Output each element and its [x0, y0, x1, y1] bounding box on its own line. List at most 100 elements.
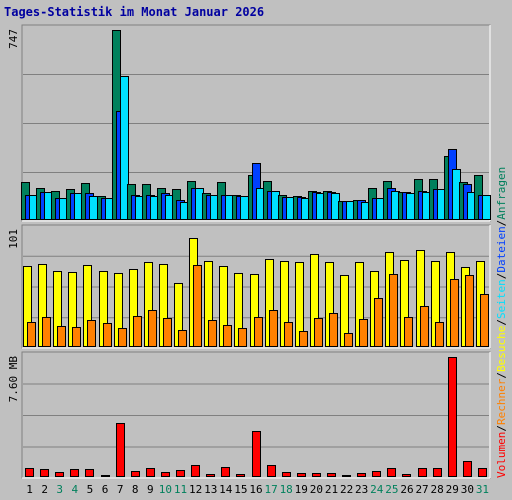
bar-seiten-day-31	[482, 195, 491, 220]
bar-volumen-day-12	[191, 465, 200, 477]
bar-rechner-day-28	[435, 322, 444, 347]
bar-volumen-day-17	[267, 465, 276, 477]
bar-rechner-day-11	[178, 330, 187, 347]
chart-title: Tages-Statistik im Monat Januar 2026	[4, 5, 264, 19]
day-label-19: 19	[295, 483, 308, 496]
legend-separator: /	[495, 319, 508, 326]
bar-seiten-day-5	[89, 196, 98, 220]
legend: Volumen/Rechner/Besuche/Seiten/Dateien/A…	[495, 167, 508, 478]
bar-volumen-day-3	[55, 472, 64, 477]
bar-rechner-day-18	[284, 322, 293, 347]
legend-separator: /	[495, 220, 508, 227]
bar-rechner-day-13	[208, 320, 217, 347]
bar-volumen-day-21	[327, 473, 336, 477]
bar-rechner-day-27	[420, 306, 429, 347]
bar-volumen-day-6	[101, 475, 110, 477]
bar-volumen-day-25	[387, 468, 396, 477]
day-label-10: 10	[159, 483, 172, 496]
legend-item-dateien: Dateien	[495, 226, 508, 272]
bar-rechner-day-2	[42, 317, 51, 347]
besuche-panel: 101	[7, 224, 491, 349]
day-label-29: 29	[446, 483, 459, 496]
day-label-16: 16	[249, 483, 262, 496]
legend-separator: /	[495, 425, 508, 432]
bar-rechner-day-5	[87, 320, 96, 347]
bar-rechner-day-25	[389, 274, 398, 347]
day-label-25: 25	[385, 483, 398, 496]
day-label-14: 14	[219, 483, 233, 496]
day-label-24: 24	[370, 483, 384, 496]
axis-max-label: 7.60 MB	[7, 356, 20, 403]
bar-volumen-day-16	[252, 431, 261, 477]
volumen-panel: 7.60 MB	[7, 351, 491, 479]
bar-rechner-day-23	[359, 319, 368, 347]
bar-volumen-day-23	[357, 473, 366, 477]
legend-separator: /	[495, 273, 508, 280]
axis-max-label: 101	[7, 229, 20, 249]
day-label-31: 31	[476, 483, 489, 496]
day-label-11: 11	[174, 483, 187, 496]
legend-item-volumen: Volumen	[495, 432, 508, 478]
legend-item-besuche: Besuche	[495, 326, 508, 372]
bar-rechner-day-15	[238, 328, 247, 347]
bar-rechner-day-30	[465, 275, 474, 347]
day-label-26: 26	[400, 483, 413, 496]
bar-volumen-day-1	[25, 468, 34, 477]
bar-rechner-day-1	[27, 322, 36, 347]
day-label-21: 21	[325, 483, 338, 496]
bar-volumen-day-29	[448, 357, 457, 477]
day-label-15: 15	[234, 483, 247, 496]
legend-separator: /	[495, 372, 508, 379]
legend-text: Volumen/Rechner/Besuche/Seiten/Dateien/A…	[495, 167, 508, 478]
bar-rechner-day-6	[103, 323, 112, 347]
bar-rechner-day-12	[193, 265, 202, 347]
day-label-28: 28	[431, 483, 444, 496]
bar-volumen-day-9	[146, 468, 155, 477]
bar-rechner-day-21	[329, 313, 338, 347]
bar-rechner-day-4	[72, 327, 81, 347]
anfragen-panel: 747	[7, 24, 491, 222]
day-label-27: 27	[415, 483, 428, 496]
bar-volumen-day-27	[418, 468, 427, 477]
day-label-9: 9	[147, 483, 154, 496]
bar-volumen-day-2	[40, 469, 49, 477]
day-label-17: 17	[264, 483, 277, 496]
day-label-2: 2	[41, 483, 48, 496]
day-label-18: 18	[280, 483, 293, 496]
bar-rechner-day-22	[344, 333, 353, 347]
bar-rechner-day-9	[148, 310, 157, 347]
bar-volumen-day-28	[433, 468, 442, 477]
day-labels: 1 2 3 4 5 6 7 8 9 10 11 12 13 14 15 16 17 18 19 20 21 22 23 24 2…	[26, 483, 489, 496]
bar-rechner-day-14	[223, 325, 232, 347]
day-label-6: 6	[102, 483, 109, 496]
bar-volumen-day-14	[221, 467, 230, 477]
day-label-20: 20	[310, 483, 323, 496]
day-label-1: 1	[26, 483, 33, 496]
day-label-7: 7	[117, 483, 124, 496]
bar-volumen-day-10	[161, 472, 170, 477]
bar-volumen-day-4	[70, 469, 79, 477]
bar-volumen-day-31	[478, 468, 487, 477]
bar-volumen-day-20	[312, 473, 321, 477]
bar-rechner-day-31	[480, 294, 489, 347]
bar-volumen-day-15	[236, 474, 245, 477]
day-label-3: 3	[56, 483, 63, 496]
bar-seiten-day-26	[406, 193, 415, 220]
legend-item-anfragen: Anfragen	[495, 167, 508, 220]
day-label-13: 13	[204, 483, 217, 496]
bar-rechner-day-7	[118, 328, 127, 347]
bar-volumen-day-22	[342, 475, 351, 477]
bar-rechner-day-20	[314, 318, 323, 347]
bar-rechner-day-16	[254, 317, 263, 347]
bar-volumen-day-30	[463, 461, 472, 477]
bar-rechner-day-3	[57, 326, 66, 347]
bar-volumen-day-26	[402, 474, 411, 477]
legend-item-seiten: Seiten	[495, 279, 508, 319]
axis-max-label: 747	[7, 29, 20, 49]
bar-rechner-day-10	[163, 318, 172, 347]
bar-rechner-day-17	[269, 310, 278, 347]
day-label-12: 12	[189, 483, 202, 496]
bar-volumen-day-19	[297, 473, 306, 477]
day-label-30: 30	[461, 483, 474, 496]
